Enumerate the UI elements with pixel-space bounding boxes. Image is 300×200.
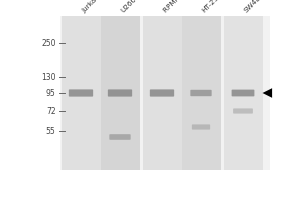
- Text: Jurkat: Jurkat: [81, 0, 100, 14]
- Text: 55: 55: [46, 127, 56, 136]
- FancyBboxPatch shape: [192, 124, 210, 130]
- FancyBboxPatch shape: [232, 90, 254, 96]
- Bar: [61, 16, 100, 170]
- Text: U266B1: U266B1: [120, 0, 145, 14]
- FancyBboxPatch shape: [233, 108, 253, 114]
- FancyBboxPatch shape: [150, 89, 174, 97]
- FancyBboxPatch shape: [69, 89, 93, 97]
- Bar: [182, 16, 220, 170]
- FancyBboxPatch shape: [108, 89, 132, 97]
- Polygon shape: [262, 88, 272, 98]
- Text: 95: 95: [46, 88, 56, 98]
- Text: RPMI 8226: RPMI 8226: [162, 0, 194, 14]
- FancyBboxPatch shape: [190, 90, 212, 96]
- Bar: [60, 16, 270, 170]
- Text: 250: 250: [41, 38, 56, 47]
- Bar: [100, 16, 140, 170]
- Bar: [224, 16, 262, 170]
- Text: 130: 130: [41, 72, 56, 82]
- Text: SW480: SW480: [243, 0, 266, 14]
- FancyBboxPatch shape: [110, 134, 131, 140]
- Bar: [142, 16, 182, 170]
- Text: 72: 72: [46, 106, 56, 116]
- Text: HT-29: HT-29: [201, 0, 220, 14]
